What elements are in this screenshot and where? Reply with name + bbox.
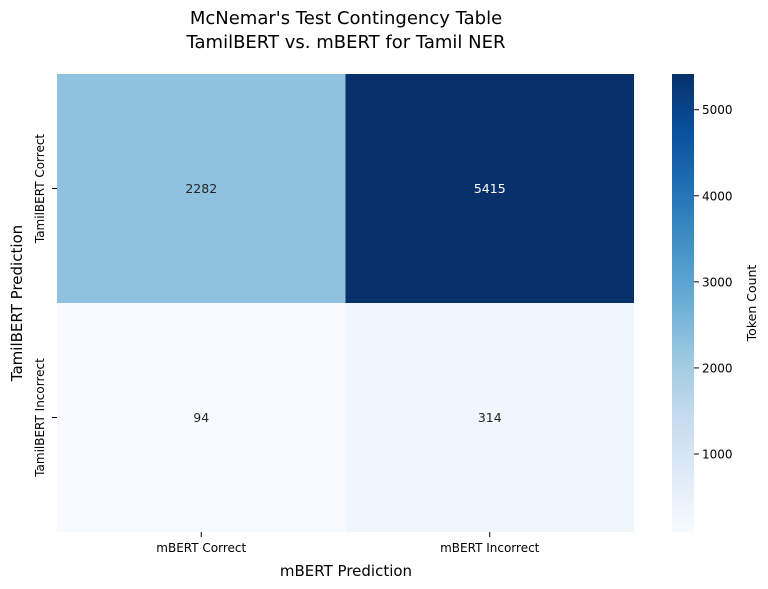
colorbar-tick-label: 1000 — [702, 448, 733, 462]
y-tick-label: TamilBERT Correct — [33, 134, 47, 245]
colorbar-tick-label: 2000 — [702, 361, 733, 375]
heatmap-cell — [345, 74, 634, 303]
colorbar — [672, 74, 694, 532]
y-tick-label: TamilBERT Incorrect — [33, 358, 47, 478]
x-tick-label: mBERT Incorrect — [440, 541, 540, 555]
cell-value-label: 314 — [478, 410, 502, 425]
x-tick-label: mBERT Correct — [156, 541, 246, 555]
cell-value-label: 94 — [193, 410, 209, 425]
chart-title-line-2: TamilBERT vs. mBERT for Tamil NER — [186, 32, 506, 53]
y-axis-ticks: TamilBERT Correct TamilBERT Incorrect — [33, 134, 57, 478]
chart-title-line-1: McNemar's Test Contingency Table — [190, 8, 502, 29]
colorbar-tick-label: 5000 — [702, 103, 733, 117]
x-axis-label: mBERT Prediction — [280, 562, 412, 580]
colorbar-tick-label: 4000 — [702, 189, 733, 203]
heatmap-cells: 2282 5415 94 314 — [57, 74, 634, 532]
y-axis-label: TamilBERT Prediction — [8, 225, 26, 382]
colorbar-label: Token Count — [744, 265, 759, 343]
colorbar-ticks: 1000 2000 3000 4000 5000 — [694, 103, 733, 462]
heatmap-cell — [57, 74, 346, 303]
colorbar-tick-label: 3000 — [702, 275, 733, 289]
heatmap-cell — [57, 303, 346, 532]
cell-value-label: 2282 — [185, 181, 217, 196]
cell-value-label: 5415 — [474, 181, 506, 196]
heatmap-cell — [345, 303, 634, 532]
x-axis-ticks: mBERT Correct mBERT Incorrect — [156, 532, 540, 555]
